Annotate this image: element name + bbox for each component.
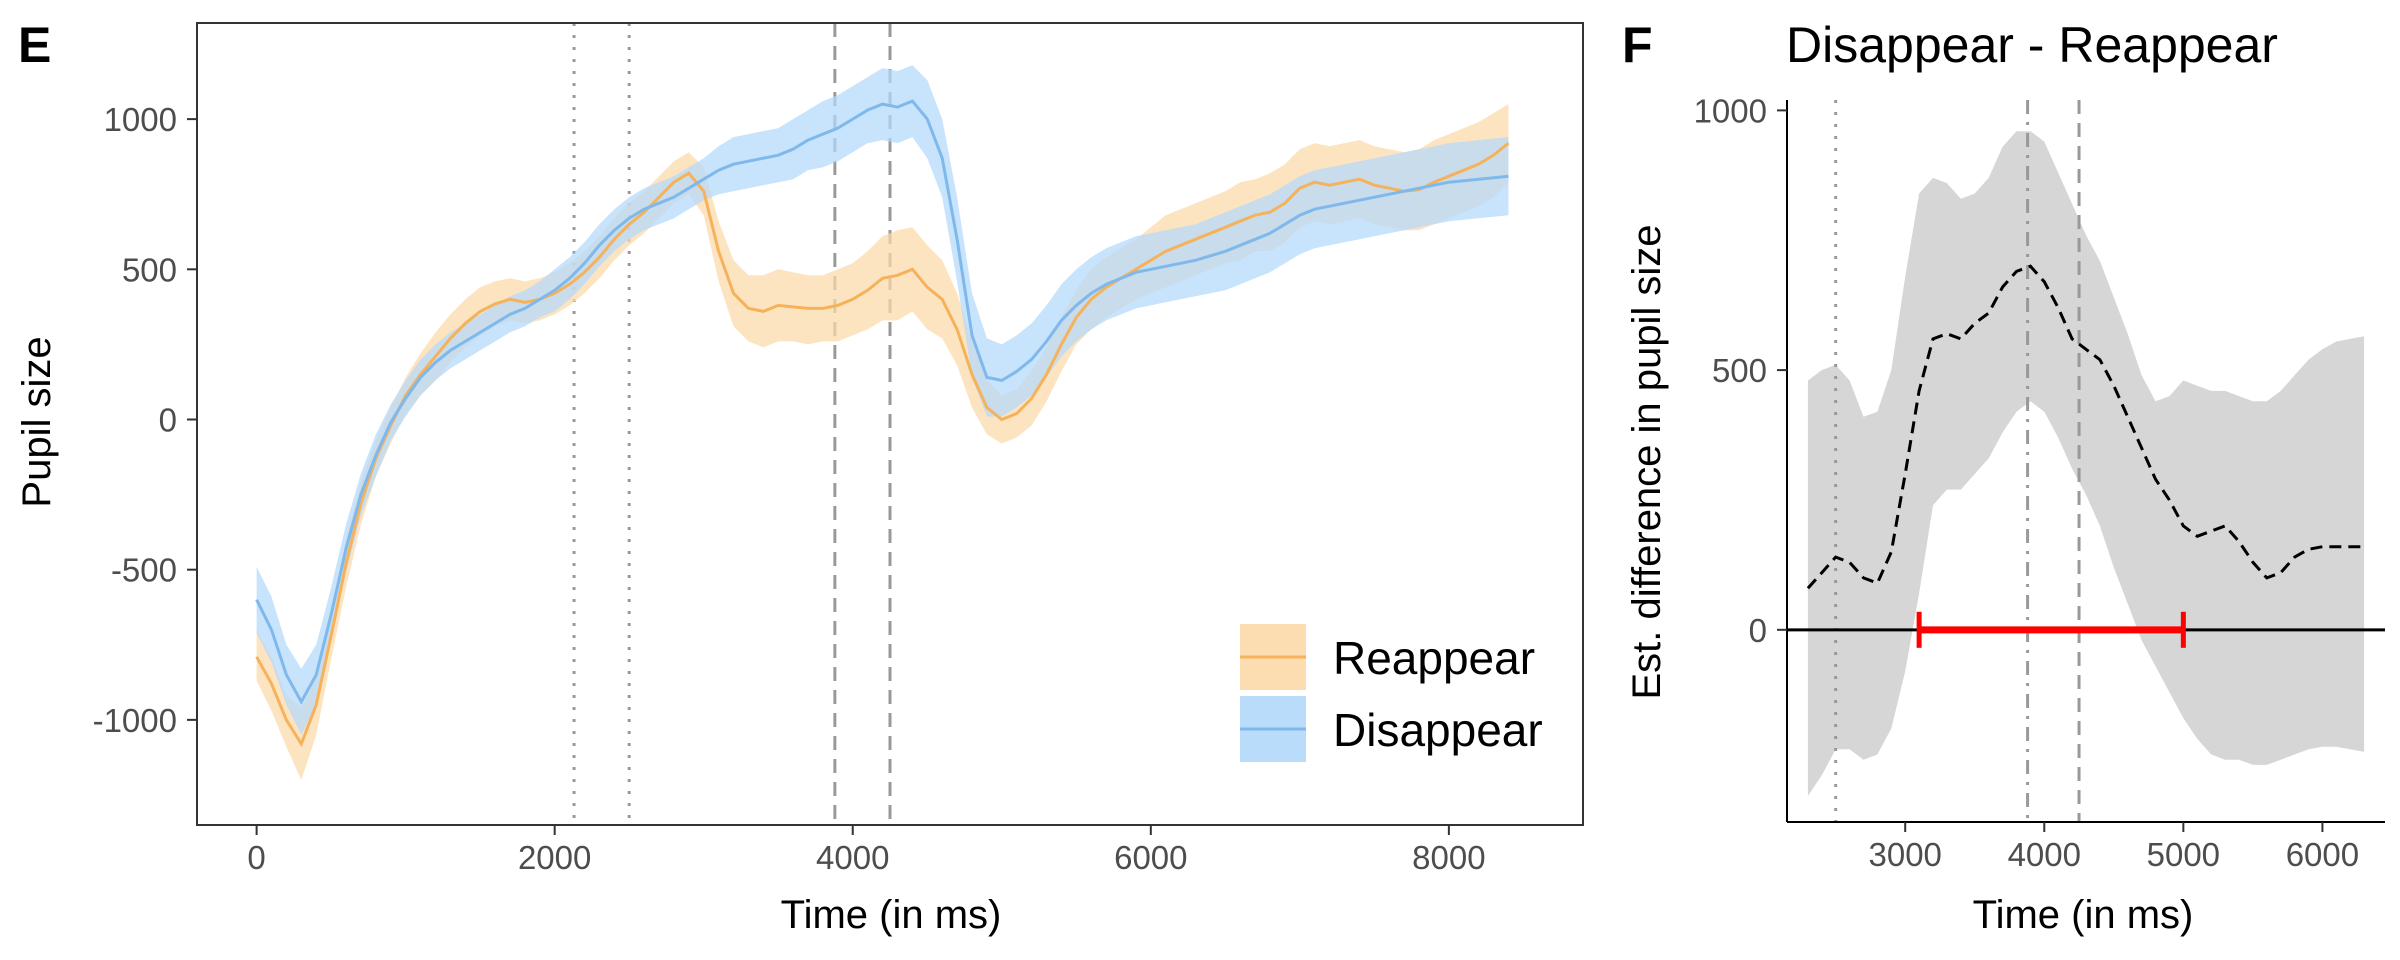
panel-f-difference-line bbox=[1806, 264, 2365, 590]
panel-f: F Disappear - Reappear 3000 4000 5000 6000 … bbox=[1622, 17, 2385, 937]
y-tick-label: 500 bbox=[1712, 352, 1767, 389]
panel-e-series-lines bbox=[255, 99, 1510, 748]
x-tick-label: 4000 bbox=[816, 839, 889, 876]
series-line-reappear bbox=[255, 141, 1510, 748]
panel-f-significant-interval bbox=[1916, 611, 2186, 648]
ribbon-disappear bbox=[256, 65, 1509, 735]
panel-e-x-ticks: 0 2000 4000 6000 8000 bbox=[247, 825, 1486, 876]
panel-f-x-ticks: 3000 4000 5000 6000 bbox=[1868, 822, 2359, 873]
panel-e-legend: Reappear Disappear bbox=[1240, 624, 1543, 762]
panel-e-x-axis-label: Time (in ms) bbox=[781, 893, 1002, 937]
panel-f-reference-lines bbox=[1834, 100, 2081, 822]
panel-f-letter: F bbox=[1622, 17, 1653, 73]
y-tick-label: -1000 bbox=[93, 702, 177, 739]
x-tick-label: 6000 bbox=[1114, 839, 1187, 876]
y-tick-label: 500 bbox=[122, 251, 177, 288]
x-tick-label: 2000 bbox=[518, 839, 591, 876]
panel-e-plot-frame bbox=[196, 22, 1584, 826]
panel-e-y-ticks: -1000 -500 0 500 1000 bbox=[93, 101, 197, 739]
x-tick-label: 4000 bbox=[2008, 836, 2081, 873]
panel-f-y-ticks: 0 500 1000 bbox=[1694, 92, 1787, 649]
legend-label-reappear: Reappear bbox=[1333, 632, 1535, 684]
difference-line bbox=[1806, 264, 2365, 590]
panel-e-ribbons bbox=[256, 65, 1509, 780]
panel-f-y-axis-label: Est. difference in pupil size bbox=[1625, 224, 1669, 699]
panel-f-x-axis-label: Time (in ms) bbox=[1973, 893, 2194, 937]
y-tick-label: 0 bbox=[1749, 612, 1767, 649]
panel-e-reference-lines bbox=[572, 23, 892, 825]
legend-item-reappear: Reappear bbox=[1240, 624, 1535, 690]
x-tick-label: 0 bbox=[247, 839, 265, 876]
y-tick-label: 1000 bbox=[104, 101, 177, 138]
panel-f-axes bbox=[1786, 100, 2385, 823]
legend-label-disappear: Disappear bbox=[1333, 704, 1543, 756]
series-line-disappear bbox=[255, 99, 1509, 705]
x-tick-label: 6000 bbox=[2286, 836, 2359, 873]
panel-e: E 0 2000 4000 6000 8000 -1000 -500 0 500 1000 Ti… bbox=[15, 17, 1584, 937]
x-tick-label: 3000 bbox=[1868, 836, 1941, 873]
y-tick-label: -500 bbox=[111, 552, 177, 589]
panel-e-letter: E bbox=[18, 17, 51, 73]
panel-e-y-axis-label: Pupil size bbox=[15, 336, 59, 507]
x-tick-label: 8000 bbox=[1412, 839, 1485, 876]
x-tick-label: 5000 bbox=[2147, 836, 2220, 873]
legend-item-disappear: Disappear bbox=[1240, 696, 1543, 762]
y-tick-label: 0 bbox=[159, 401, 177, 438]
y-tick-label: 1000 bbox=[1694, 92, 1767, 129]
panel-f-title: Disappear - Reappear bbox=[1786, 17, 2278, 73]
